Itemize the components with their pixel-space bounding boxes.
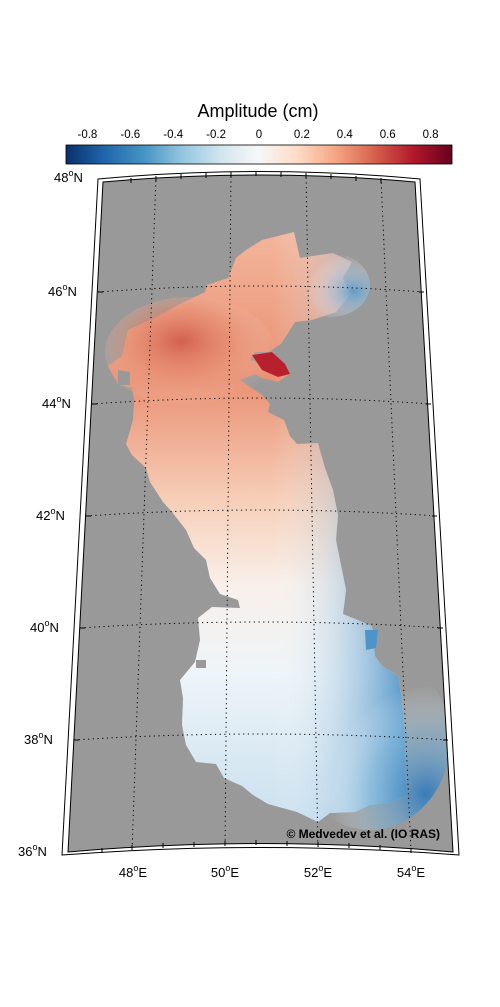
- lon-label-48: 48oE: [119, 863, 147, 880]
- credit-text: © Medvedev et al. (IO RAS): [286, 827, 440, 841]
- parallel-46: [97, 285, 425, 293]
- colorbar-tick-labels: -0.8 -0.6 -0.4 -0.2 0 0.2 0.4 0.6 0.8: [77, 129, 438, 141]
- lat-label-48: 48oN: [54, 168, 83, 185]
- colorbar-tick-label: 0.8: [423, 129, 439, 141]
- colorbar: [65, 144, 453, 165]
- land-notch: [126, 398, 134, 408]
- colorbar-tick-label: -0.6: [120, 129, 140, 141]
- lat-label-40: 40oN: [30, 618, 59, 635]
- lon-label-52: 52oE: [304, 863, 332, 880]
- colorbar-tick-label: -0.4: [163, 129, 183, 141]
- graticule: [73, 175, 449, 852]
- lat-label-46: 46oN: [48, 282, 77, 299]
- lon-label-50: 50oE: [211, 863, 239, 880]
- caspian-sea: [105, 232, 450, 830]
- colorbar-tick-label: 0: [256, 129, 262, 141]
- south-east-blue-area: [290, 650, 450, 830]
- map-area: [68, 175, 453, 852]
- colorbar-title: Amplitude (cm): [197, 101, 318, 121]
- colorbar-tick-label: 0.6: [380, 129, 396, 141]
- colorbar-tick-label: -0.2: [206, 129, 226, 141]
- colorbar-tick-label: 0.2: [294, 129, 310, 141]
- colorbar-tick-label: 0.4: [337, 129, 354, 141]
- meridian-50: [224, 175, 232, 852]
- parallel-38: [73, 733, 449, 741]
- meridian-52: [305, 175, 319, 852]
- land-notch: [196, 660, 206, 668]
- longitude-labels: 48oE 50oE 52oE 54oE: [119, 863, 425, 880]
- colorbar-tick-label: -0.8: [77, 129, 97, 141]
- map-frame: [61, 171, 460, 856]
- lat-label-44: 44oN: [42, 394, 71, 411]
- lon-label-54: 54oE: [397, 863, 425, 880]
- land-notch: [118, 370, 130, 385]
- latitude-labels: 48oN 46oN 44oN 42oN 40oN 38oN 36oN: [18, 168, 83, 859]
- east-coast-blue-patch: [365, 630, 378, 650]
- lat-label-38: 38oN: [24, 730, 53, 747]
- parallel-44: [91, 397, 432, 405]
- red-maximum-area: [105, 297, 275, 407]
- lat-label-42: 42oN: [36, 506, 65, 523]
- dark-red-bay: [252, 352, 290, 377]
- north-east-blue-area: [290, 253, 370, 317]
- lat-label-36: 36oN: [18, 842, 47, 859]
